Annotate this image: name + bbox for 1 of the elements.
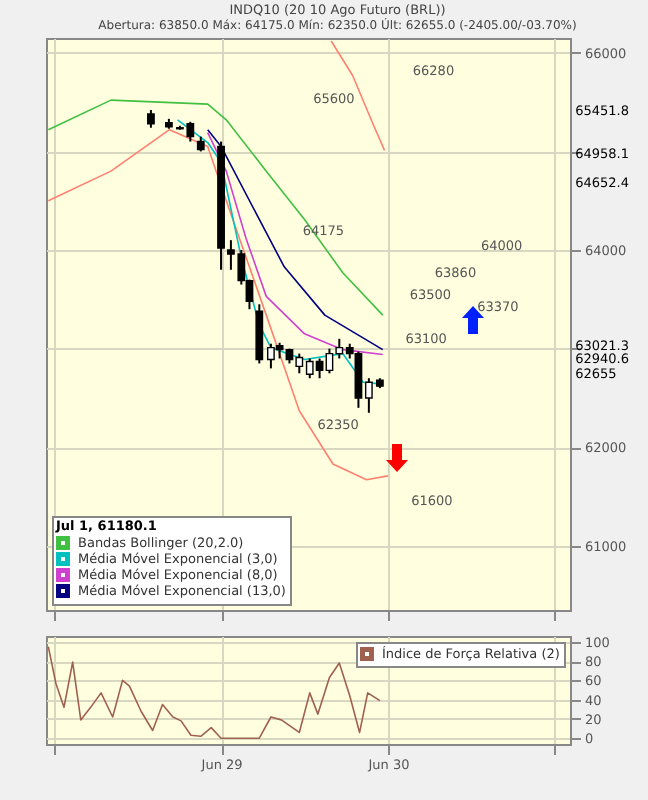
candlestick bbox=[267, 342, 275, 370]
